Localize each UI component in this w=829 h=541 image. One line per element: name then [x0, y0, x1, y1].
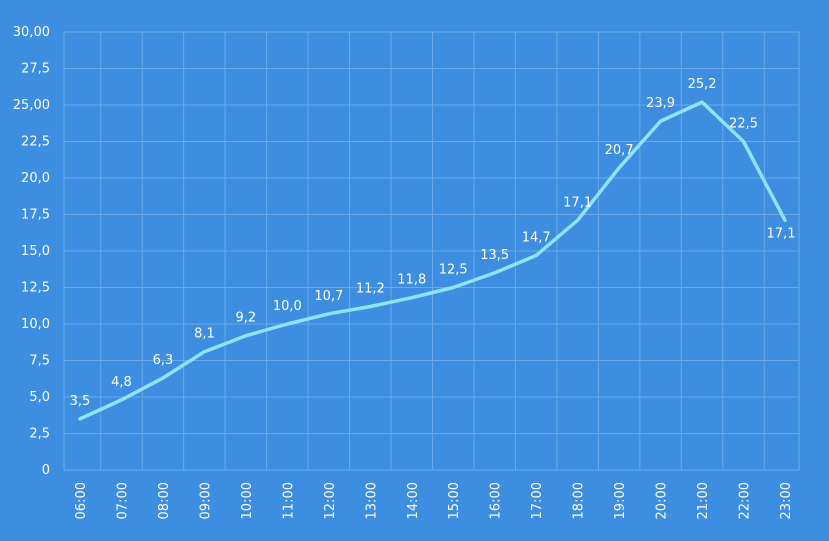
y-tick-label: 22,5 [21, 135, 50, 150]
data-label: 10,7 [314, 289, 343, 304]
y-tick-label: 5,0 [29, 390, 50, 405]
y-tick-label: 27,5 [21, 62, 50, 77]
data-label: 9,2 [236, 311, 257, 326]
x-tick-label: 20:00 [655, 482, 670, 519]
x-tick-label: 13:00 [364, 482, 379, 519]
data-label: 10,0 [273, 299, 302, 314]
x-tick-label: 14:00 [406, 482, 421, 519]
y-tick-label: 15,0 [21, 244, 50, 259]
data-label: 3,5 [70, 394, 91, 409]
data-label: 6,3 [153, 353, 174, 368]
y-axis-ticks: 0 2,5 5,0 7,5 10,0 12,5 15,0 17,5 20,0 22,5 25,00 2… [13, 25, 50, 478]
data-label: 17,1 [563, 195, 592, 210]
x-tick-label: 19:00 [613, 482, 628, 519]
data-label: 22,5 [729, 117, 758, 132]
y-tick-label: 10,0 [21, 317, 50, 332]
x-tick-label: 08:00 [157, 482, 172, 519]
grid [63, 31, 800, 471]
x-tick-label: 18:00 [572, 482, 587, 519]
x-tick-label: 09:00 [198, 482, 213, 519]
series-line-group [78, 100, 787, 421]
x-tick-label: 21:00 [696, 482, 711, 519]
data-label: 4,8 [111, 375, 132, 390]
x-tick-label: 07:00 [115, 482, 130, 519]
x-tick-label: 16:00 [489, 482, 504, 519]
data-labels: 3,5 4,8 6,3 8,1 9,2 10,0 10,7 11,2 11,8 12,5 13,5 1… [70, 77, 796, 409]
y-tick-label: 7,5 [29, 354, 50, 369]
y-tick-label: 12,5 [21, 281, 50, 296]
data-label: 11,2 [356, 281, 385, 296]
x-tick-label: 12:00 [323, 482, 338, 519]
x-tick-label: 17:00 [530, 482, 545, 519]
data-label: 12,5 [439, 263, 468, 278]
y-tick-label: 25,00 [13, 98, 50, 113]
x-tick-label: 23:00 [779, 482, 794, 519]
data-label: 17,1 [767, 226, 796, 241]
x-tick-label: 15:00 [447, 482, 462, 519]
y-tick-label: 20,0 [21, 171, 50, 186]
x-axis-ticks: 06:00 07:00 08:00 09:00 10:00 11:00 12:00 13:00… [74, 482, 794, 519]
y-tick-label: 17,5 [21, 208, 50, 223]
data-label: 8,1 [194, 327, 215, 342]
y-tick-label: 2,5 [29, 427, 50, 442]
data-label: 23,9 [646, 96, 675, 111]
data-label: 14,7 [522, 230, 551, 245]
y-tick-label: 30,00 [13, 25, 50, 40]
data-label: 13,5 [480, 248, 509, 263]
x-tick-label: 10:00 [240, 482, 255, 519]
data-label: 20,7 [605, 143, 634, 158]
data-label: 25,2 [688, 77, 717, 92]
x-tick-label: 22:00 [738, 482, 753, 519]
x-tick-label: 06:00 [74, 482, 89, 519]
x-tick-label: 11:00 [281, 482, 296, 519]
y-tick-label: 0 [42, 463, 50, 478]
data-label: 11,8 [397, 273, 426, 288]
series-line [78, 100, 787, 421]
